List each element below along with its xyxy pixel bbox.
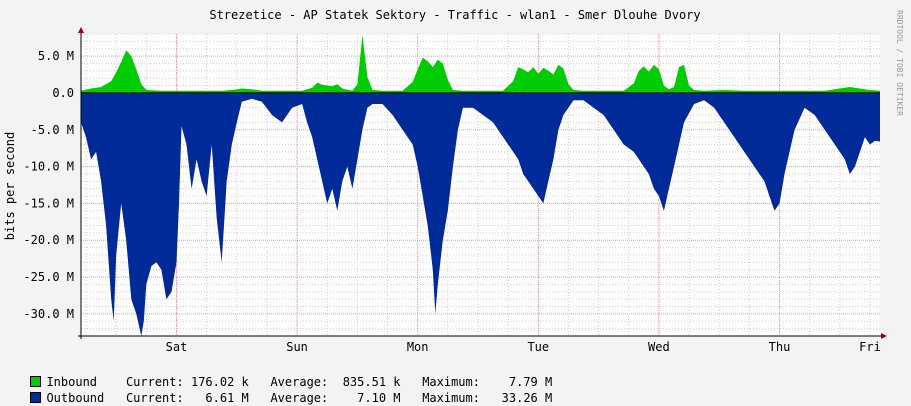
y-tick-label: 5.0 M (38, 49, 74, 63)
series-area-inbound (81, 35, 880, 93)
inbound-label: Inbound (46, 375, 105, 389)
outbound-swatch (30, 392, 42, 403)
y-tick-label: -5.0 M (31, 123, 74, 137)
series-area-outbound (81, 92, 880, 337)
inbound-average-label: Average: (270, 375, 329, 389)
x-tick-label: Thu (769, 340, 791, 354)
y-tick-label: -10.0 M (23, 160, 74, 174)
outbound-maximum: 33.26 M (494, 391, 553, 405)
x-tick-label: Mon (407, 340, 429, 354)
legend-row-inbound: Inbound Current: 176.02 k Average: 835.5… (16, 360, 552, 390)
axes (78, 27, 887, 339)
outbound-maximum-label: Maximum: (422, 391, 480, 405)
inbound-current-label: Current: (125, 375, 184, 389)
y-tick-label: -15.0 M (23, 196, 74, 210)
inbound-maximum: 7.79 M (494, 375, 553, 389)
outbound-current: 6.61 M (190, 391, 249, 405)
y-tick-label: -20.0 M (23, 233, 74, 247)
outbound-average-label: Average: (270, 391, 329, 405)
tick-labels: 5.0 M 0.0 -5.0 M -10.0 M -15.0 M -20.0 M -25.0… (23, 49, 880, 354)
y-tick-label: -30.0 M (23, 307, 74, 321)
x-tick-label: Fri (859, 340, 881, 354)
grid-lines (81, 33, 880, 337)
x-tick-label: Wed (648, 340, 670, 354)
y-tick-label: -25.0 M (23, 270, 74, 284)
inbound-average: 835.51 k (342, 375, 401, 389)
x-tick-label: Tue (527, 340, 549, 354)
y-axis-arrow (78, 27, 84, 33)
chart-title: Strezetice - AP Statek Sektory - Traffic… (209, 8, 700, 22)
x-axis-arrow (881, 333, 887, 339)
inbound-maximum-label: Maximum: (422, 375, 480, 389)
outbound-label: Outbound (46, 391, 105, 405)
outbound-current-label: Current: (125, 391, 184, 405)
series-layer (81, 35, 880, 337)
plot-area (81, 34, 880, 336)
inbound-swatch (30, 376, 42, 387)
y-axis-label: bits per second (3, 132, 17, 240)
x-tick-label: Sat (166, 340, 188, 354)
inbound-current: 176.02 k (190, 375, 249, 389)
y-tick-label: 0.0 (52, 86, 74, 100)
x-tick-label: Sun (286, 340, 308, 354)
legend-row-outbound: Outbound Current: 6.61 M Average: 7.10 M… (16, 376, 552, 406)
outbound-average: 7.10 M (342, 391, 401, 405)
rrdtool-watermark: RRDTOOL / TOBI OETIKER (895, 10, 904, 116)
